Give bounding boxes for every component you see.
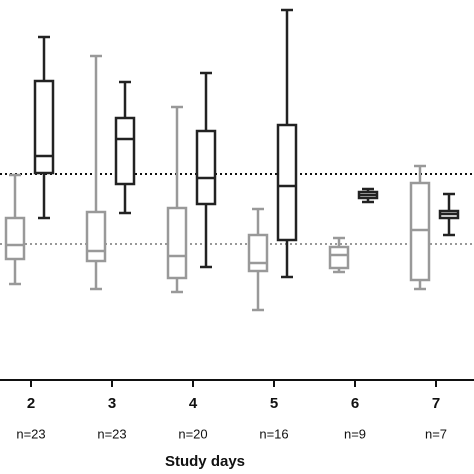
box bbox=[85, 210, 107, 263]
box bbox=[114, 116, 136, 186]
box bbox=[33, 79, 55, 175]
box bbox=[166, 206, 188, 280]
x-tick-label: 3 bbox=[108, 395, 116, 412]
box bbox=[4, 216, 26, 261]
box bbox=[195, 129, 217, 206]
n-label: n=20 bbox=[178, 426, 207, 441]
box bbox=[409, 181, 431, 282]
n-label: n=7 bbox=[425, 426, 447, 441]
x-tick-label: 7 bbox=[432, 395, 440, 412]
n-label: n=9 bbox=[344, 426, 366, 441]
box bbox=[247, 233, 269, 273]
box bbox=[328, 245, 350, 270]
x-tick-label: 5 bbox=[270, 395, 278, 412]
n-label: n=16 bbox=[259, 426, 288, 441]
x-tick-label: 4 bbox=[189, 395, 198, 412]
x-axis-label: Study days bbox=[165, 453, 245, 470]
n-label: n=23 bbox=[16, 426, 45, 441]
n-label: n=23 bbox=[97, 426, 126, 441]
box bbox=[276, 123, 298, 242]
x-tick-label: 2 bbox=[27, 395, 35, 412]
x-tick-label: 6 bbox=[351, 395, 359, 412]
